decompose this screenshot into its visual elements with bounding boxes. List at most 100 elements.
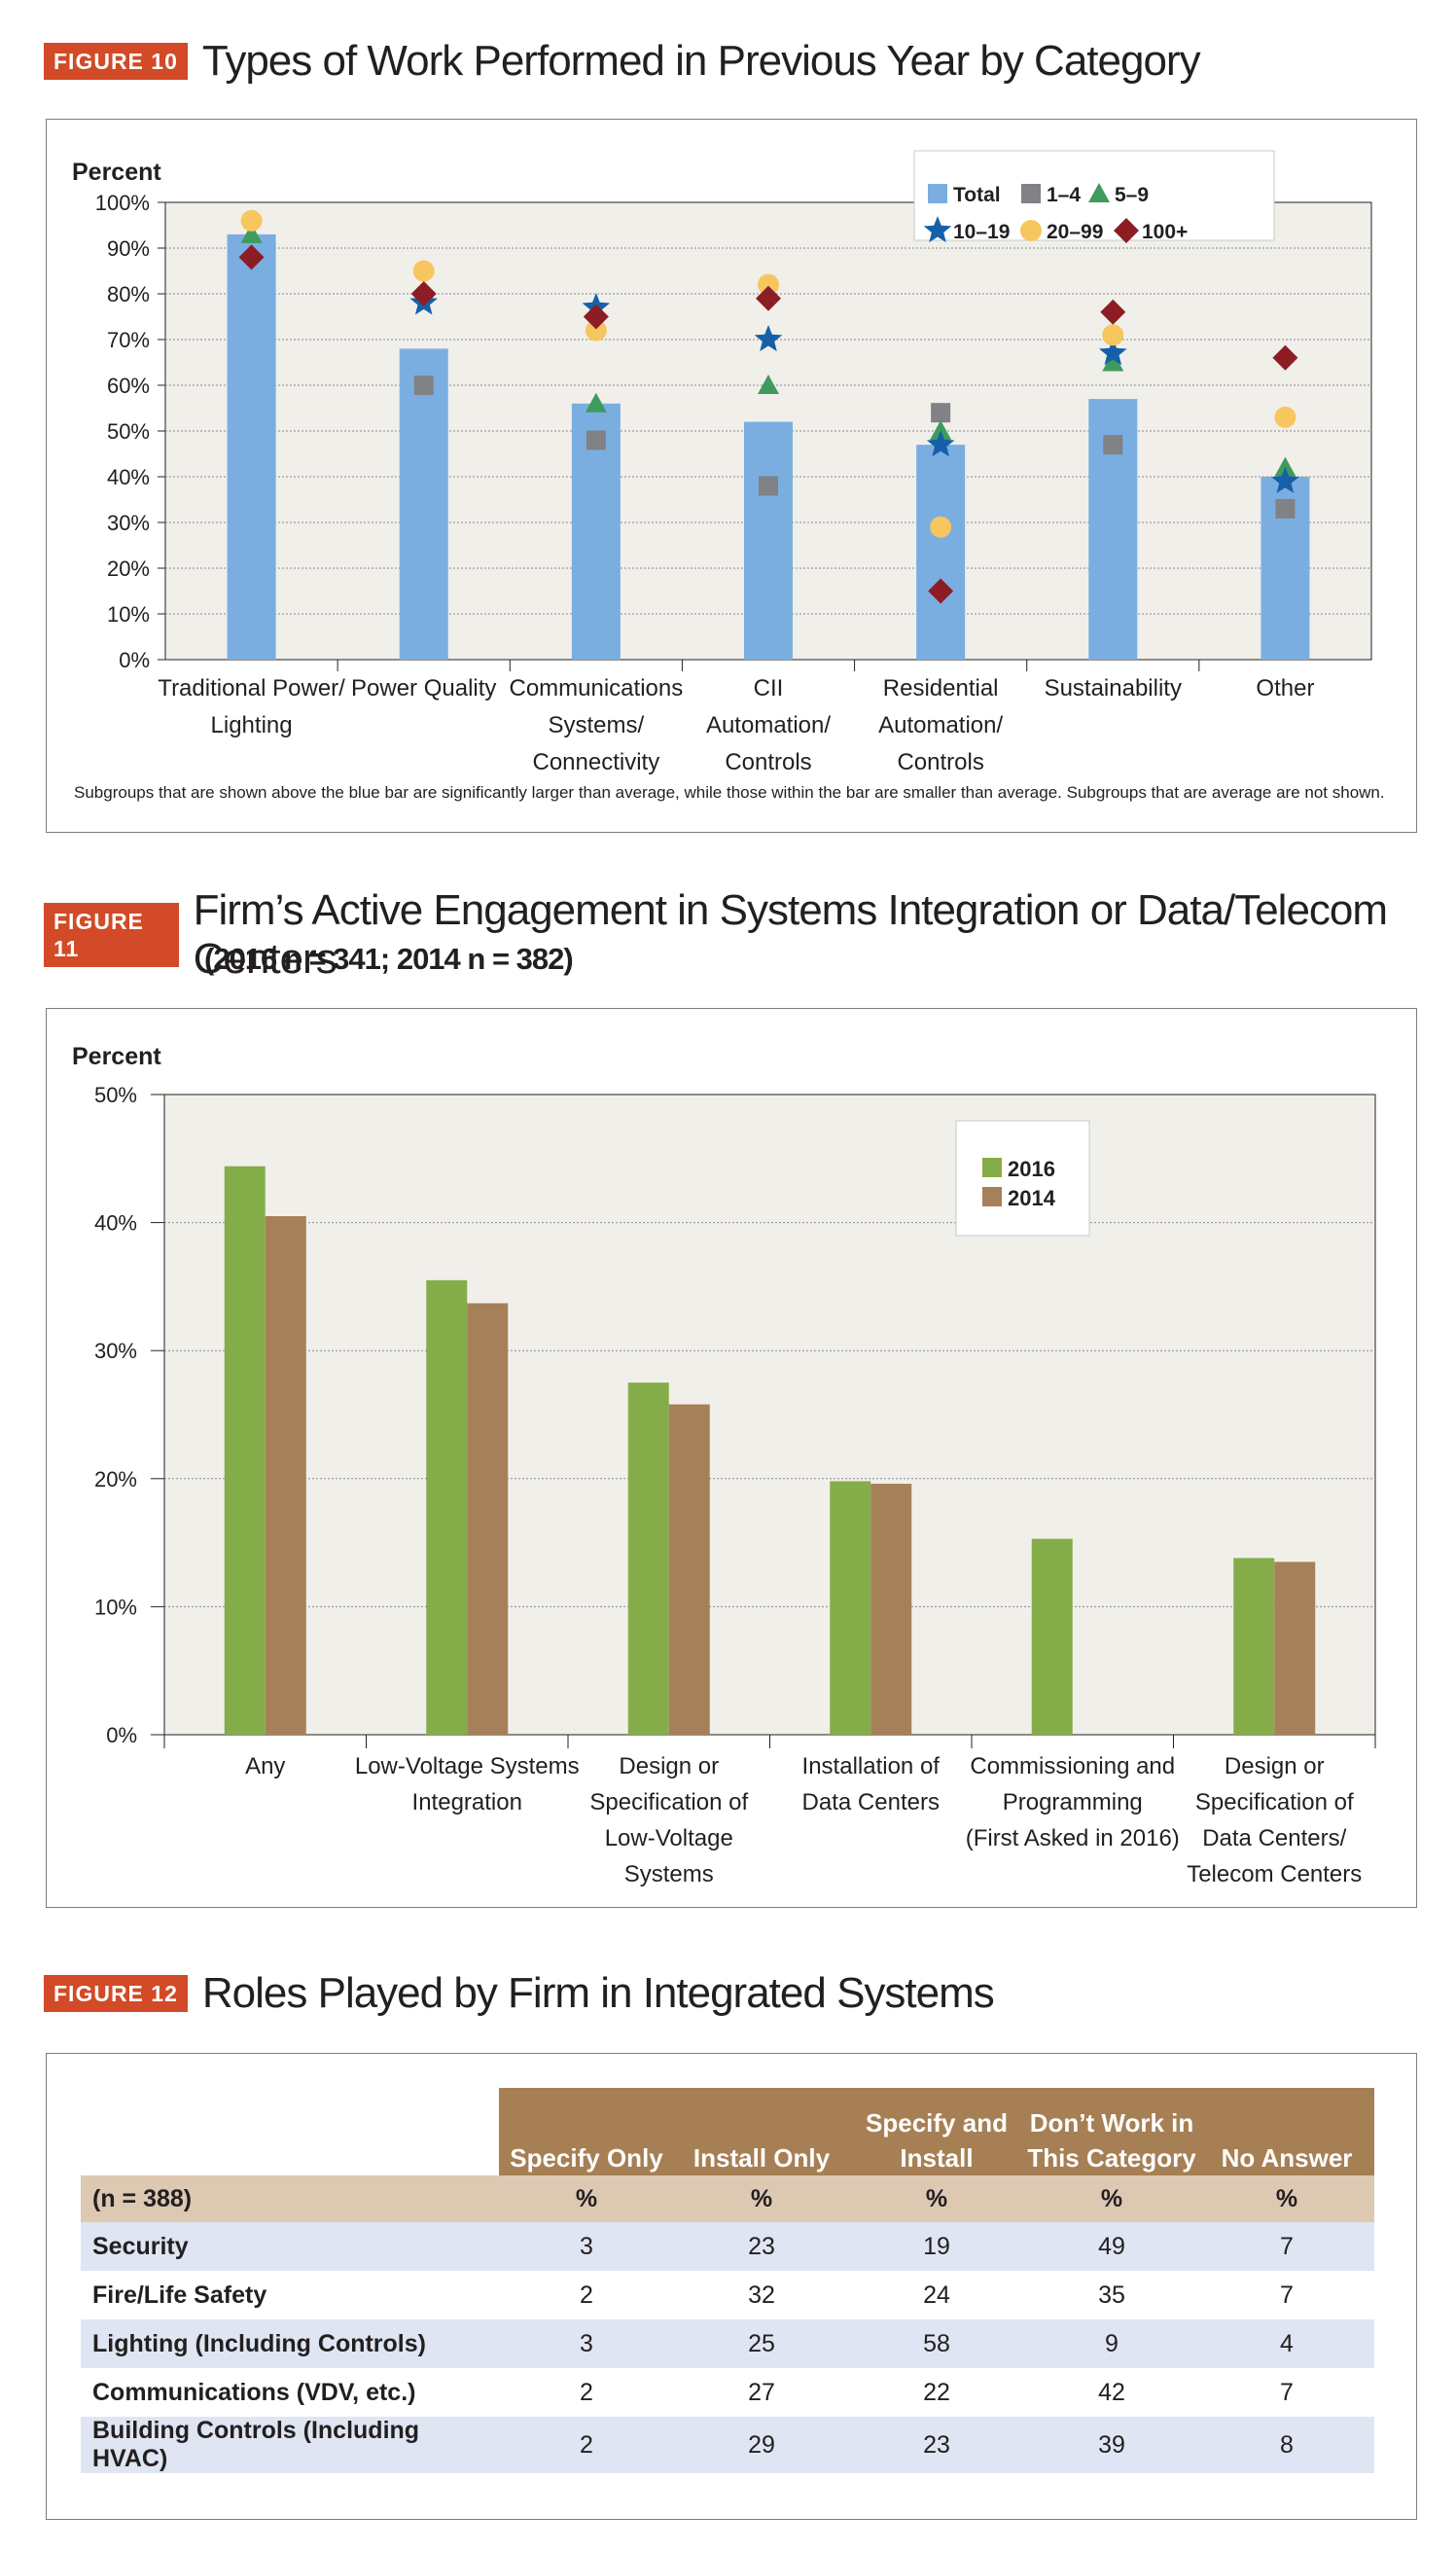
column-header: No Answer (1199, 2088, 1374, 2175)
row-label: Communications (VDV, etc.) (92, 2378, 416, 2406)
y-tick-label: 50% (94, 1083, 137, 1107)
bar-2014 (265, 1216, 306, 1735)
x-tick-label: Power Quality (351, 675, 496, 701)
legend-label: 100+ (1142, 221, 1188, 243)
figure10-panel: Percent 0% 10% 20% 30% 40% 50% 60% 70% 80% 90% 100%… (46, 119, 1417, 833)
figure10-note: Subgroups that are shown above the blue … (74, 783, 1385, 802)
column-header-label: Install Only (692, 2143, 831, 2173)
figure12-header: FIGURE 12 Roles Played by Firm in Integr… (44, 1969, 995, 2018)
legend-marker-circle (1020, 220, 1042, 241)
y-tick-label: 30% (94, 1339, 137, 1363)
marker-diamond (238, 244, 265, 270)
table-cell: 23 (849, 2417, 1024, 2473)
sample-size: (n = 388) (81, 2175, 499, 2222)
marker-diamond (756, 285, 781, 311)
marker-triangle (1274, 456, 1296, 477)
marker-square (759, 476, 778, 496)
row-label: Fire/Life Safety (92, 2281, 267, 2309)
table-cell: 2 (499, 2417, 674, 2473)
column-header: Specify and Install (849, 2088, 1024, 2175)
marker-triangle (585, 392, 607, 413)
marker-triangle (930, 420, 952, 440)
legend-label: 2014 (1008, 1186, 1056, 1210)
figure12-title: Roles Played by Firm in Integrated Syste… (201, 1969, 995, 2017)
marker-square (413, 376, 434, 395)
figure10-tag: FIGURE 10 (44, 43, 188, 80)
x-tick-label: Other (1256, 675, 1314, 701)
legend-label: 2016 (1008, 1157, 1055, 1181)
marker-triangle (240, 223, 263, 243)
table-cell: 42 (1098, 2378, 1125, 2406)
y-tick-label: 80% (107, 282, 150, 306)
bar-total (916, 445, 966, 660)
marker-circle (930, 516, 952, 538)
marker-diamond (928, 578, 954, 604)
column-header-label: No Answer (1221, 2143, 1353, 2173)
legend-swatch (982, 1158, 1002, 1177)
table-row: Fire/Life Safety 2 32 24 35 7 (81, 2271, 1374, 2319)
marker-circle (758, 273, 779, 296)
table-cell: 8 (1199, 2417, 1374, 2473)
figure11-title: Firm’s Active Engagement in Systems Inte… (193, 886, 1388, 983)
figure11-panel: Percent 0% 10% 20% 30% 40% 50% Any Low-Voltage S… (46, 1008, 1417, 1908)
table-cell: 58 (849, 2319, 1024, 2368)
x-tick-label: Installation of Data Centers (802, 1753, 941, 1815)
marker-diamond (583, 304, 609, 330)
bar-total (744, 421, 793, 660)
bar-total (399, 348, 448, 660)
bar-2016 (830, 1481, 871, 1735)
marker-square (586, 430, 606, 450)
table-row: Communications (VDV, etc.) 2 27 22 42 7 (81, 2368, 1374, 2417)
table-row: Lighting (Including Controls) 3 25 58 9 … (81, 2319, 1374, 2368)
legend: 2016 2014 (955, 1120, 1090, 1237)
marker-diamond (410, 281, 437, 306)
row-label: Lighting (Including Controls) (81, 2319, 499, 2368)
legend-marker-star (923, 216, 952, 243)
marker-star (1271, 466, 1299, 493)
legend-label: 20–99 (1047, 221, 1103, 243)
y-tick-label: 0% (119, 648, 150, 672)
legend-label: 10–19 (953, 221, 1010, 243)
x-tick-label: Traditional Power/Lighting (158, 675, 345, 738)
bar-2016 (224, 1166, 266, 1735)
table-cell: 29 (674, 2417, 849, 2473)
table-cell: 27 (748, 2378, 775, 2406)
legend-swatch (928, 184, 947, 203)
table-cell: 19 (849, 2222, 1024, 2271)
marker-star (754, 325, 783, 352)
row-label: Building Controls (Including HVAC) (81, 2417, 499, 2473)
table-cell: 2 (580, 2378, 593, 2406)
x-tick-label: Residential Automation/Controls (878, 675, 1003, 775)
x-tick-label: CII Automation/Controls (706, 675, 831, 775)
x-tick-label: Sustainability (1045, 675, 1182, 701)
table-row: Security 3 23 19 49 7 (81, 2222, 1374, 2271)
bar-2016 (627, 1383, 669, 1735)
bar-2014 (1274, 1562, 1316, 1735)
figure11-subtitle: (2016 n = 341; 2014 n = 382) (204, 942, 574, 976)
bar-2014 (870, 1484, 912, 1735)
y-axis-title: Percent (72, 1043, 161, 1070)
table-cell: 7 (1280, 2281, 1294, 2309)
table-cell: 25 (674, 2319, 849, 2368)
marker-diamond (1272, 344, 1298, 371)
roles-table: Specify Only Install Only Specify and Ins… (81, 2088, 1374, 2473)
unit-cell: % (849, 2175, 1024, 2222)
legend-swatch (982, 1187, 1002, 1206)
y-tick-label: 0% (106, 1723, 137, 1747)
table-cell: 3 (499, 2222, 674, 2271)
table-cell: 3 (499, 2319, 674, 2368)
table-cell: 22 (923, 2378, 950, 2406)
bar-2016 (1233, 1558, 1275, 1735)
column-header-label: Specify and Install (866, 2108, 1008, 2173)
marker-diamond (1100, 299, 1126, 325)
unit-cell: % (674, 2175, 849, 2222)
table-cell: 35 (1098, 2281, 1125, 2309)
row-label: Security (81, 2222, 499, 2271)
unit-cell: % (1024, 2175, 1199, 2222)
y-tick-label: 20% (94, 1467, 137, 1491)
x-tick-label: Design or Specification of Data Centers/Te… (1187, 1753, 1362, 1887)
column-header: Install Only (674, 2088, 849, 2175)
y-tick-label: 70% (107, 328, 150, 352)
legend: Total 1–4 5–9 10–19 20–99 100+ (913, 150, 1275, 243)
figure11-tag: FIGURE 11 (44, 903, 179, 967)
